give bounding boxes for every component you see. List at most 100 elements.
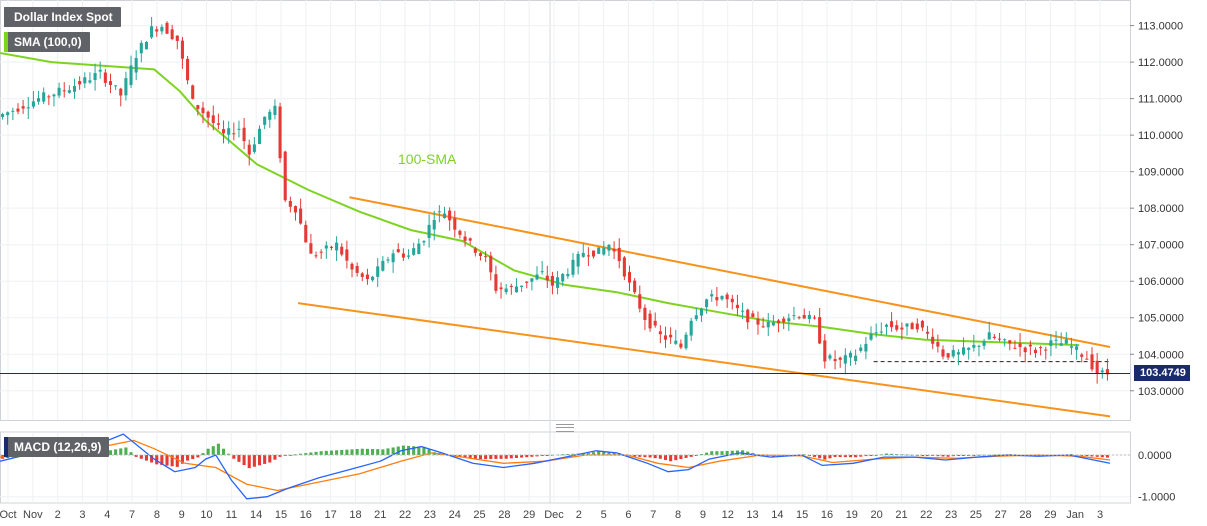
macd-histogram-bar [648, 454, 652, 458]
candle-down [895, 325, 899, 330]
candle-up [114, 85, 118, 87]
macd-histogram-bar [417, 446, 421, 455]
candle-up [139, 42, 143, 54]
macd-indicator-badge[interactable]: MACD (12,26,9) [4, 437, 110, 457]
macd-histogram-bar [211, 446, 215, 455]
macd-histogram-bar [376, 449, 380, 455]
x-tick-label: 21 [374, 509, 386, 521]
macd-histogram-bar [381, 449, 385, 455]
instrument-title-badge[interactable]: Dollar Index Spot [4, 7, 121, 27]
macd-histogram-bar [1105, 454, 1109, 458]
macd-histogram-bar [134, 454, 138, 457]
candle-up [1075, 346, 1079, 350]
candle-down [340, 246, 344, 255]
candle-up [1, 114, 5, 117]
candle-up [427, 224, 431, 239]
macd-histogram-bar [489, 454, 493, 459]
x-tick-label: 11 [226, 509, 237, 521]
candle-up [1100, 370, 1104, 373]
macd-histogram-bar [299, 453, 303, 455]
macd-histogram-bar [252, 454, 256, 467]
x-tick-label: 10 [200, 509, 212, 521]
candle-down [653, 320, 657, 326]
x-tick-label: 3 [79, 509, 85, 521]
candle-up [31, 101, 35, 107]
candle-up [93, 73, 97, 81]
macd-histogram-bar [566, 454, 570, 456]
candle-down [201, 107, 205, 114]
candle-up [273, 105, 277, 115]
candle-up [412, 248, 416, 255]
x-tick-label: 25 [473, 509, 485, 521]
last-price-tag: 103.4749 [1134, 365, 1190, 381]
macd-histogram-bar [890, 453, 894, 455]
candle-down [823, 340, 827, 362]
candle-down [119, 88, 123, 96]
macd-histogram-bar [222, 448, 226, 455]
candle-down [782, 318, 786, 323]
candle-down [735, 304, 739, 309]
candle-down [936, 342, 940, 347]
sma-100-line [0, 52, 1080, 347]
y-tick-label: 104.0000 [1138, 349, 1184, 361]
candle-down [489, 255, 493, 273]
macd-histogram-bar [309, 452, 313, 455]
candle-up [859, 347, 863, 351]
candle-up [540, 271, 544, 273]
candle-up [520, 285, 524, 288]
x-tick-label: Oct [0, 509, 17, 521]
candle-down [62, 90, 66, 92]
candle-down [751, 313, 755, 317]
macd-histogram-bar [823, 454, 827, 460]
x-tick-label: 13 [746, 509, 758, 521]
candle-down [463, 236, 467, 241]
macd-histogram-bar [884, 453, 888, 455]
main-pane-frame [0, 0, 1131, 421]
macd-histogram-bar [396, 446, 400, 455]
macd-histogram-bar [684, 454, 688, 458]
macd-histogram-bar [633, 454, 637, 457]
candle-down [309, 243, 313, 254]
candle-down [232, 133, 236, 135]
candle-down [777, 320, 781, 324]
macd-histogram-bar [273, 454, 277, 460]
macd-histogram-bar [833, 454, 837, 457]
macd-histogram-bar [108, 450, 113, 455]
candle-up [884, 324, 888, 327]
candle-down [1105, 369, 1109, 375]
macd-histogram-bar [812, 454, 817, 457]
candle-down [612, 248, 616, 252]
candle-up [607, 244, 611, 251]
channel-upper-line [349, 196, 1111, 348]
candle-up [869, 333, 873, 340]
candle-down [47, 96, 51, 98]
candle-up [6, 112, 10, 116]
candle-down [278, 106, 282, 159]
pane-resize-handle[interactable] [556, 424, 574, 432]
candle-down [293, 206, 298, 213]
candle-up [864, 343, 868, 352]
candle-down [365, 274, 369, 279]
candle-down [797, 317, 801, 319]
candle-down [478, 253, 483, 257]
macd-histogram-bar [458, 454, 462, 457]
candle-down [206, 111, 210, 118]
candle-down [1039, 347, 1043, 349]
candle-down [355, 266, 359, 273]
candle-down [78, 81, 82, 85]
macd-histogram-bar [1100, 454, 1104, 458]
macd-histogram-bar [278, 454, 282, 457]
candle-down [314, 255, 318, 257]
macd-histogram-bar [746, 451, 750, 455]
sma-indicator-badge[interactable]: SMA (100,0) [4, 32, 90, 52]
candle-down [165, 22, 169, 34]
candle-up [407, 255, 411, 257]
y-tick-label: 103.0000 [1138, 386, 1184, 398]
candle-up [42, 92, 46, 102]
macd-histogram-bar [926, 454, 930, 456]
x-tick-label: 25 [970, 509, 982, 521]
macd-histogram-bar [864, 454, 868, 457]
macd-histogram-bar [920, 454, 924, 456]
candle-down [396, 249, 400, 253]
